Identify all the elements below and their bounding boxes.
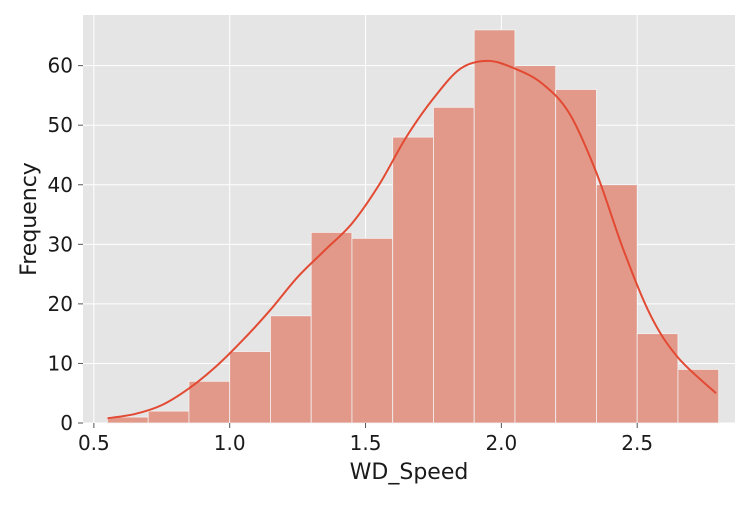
y-tick-label: 10 (48, 351, 73, 375)
histogram-bar (270, 315, 312, 424)
y-tick-label: 40 (48, 173, 73, 197)
histogram-bar (636, 333, 679, 424)
y-tick-label: 0 (60, 411, 73, 435)
histogram-bar (310, 232, 353, 424)
histogram-bar (433, 106, 475, 424)
histogram-bar (514, 65, 557, 424)
y-tick-label: 60 (48, 54, 73, 78)
histogram-bar (351, 237, 394, 424)
y-tick-label: 20 (48, 292, 73, 316)
histogram-bars (107, 29, 720, 424)
histogram-bar (473, 29, 516, 424)
histogram-bar (392, 136, 434, 424)
x-tick-label: 2.5 (621, 431, 653, 455)
x-tick-label: 1.0 (214, 431, 246, 455)
x-tick-label: 2.0 (485, 431, 517, 455)
x-axis-label: WD_Speed (350, 460, 469, 485)
histogram-bar (555, 89, 597, 424)
histogram-bar (229, 351, 271, 424)
x-tick-label: 1.5 (350, 431, 382, 455)
x-axis-ticks: 0.5 1.0 1.5 2.0 2.5 (78, 423, 653, 455)
y-tick-label: 30 (48, 232, 73, 256)
histogram-bar (147, 410, 190, 424)
histogram-bar (596, 184, 638, 424)
y-tick-label: 50 (48, 113, 73, 137)
kde-curve (107, 59, 717, 420)
histogram-bar (188, 380, 231, 424)
y-axis-ticks: 0 10 20 30 40 50 60 (48, 54, 83, 435)
y-axis-label: Frequency (17, 162, 42, 276)
x-tick-label: 0.5 (78, 431, 110, 455)
